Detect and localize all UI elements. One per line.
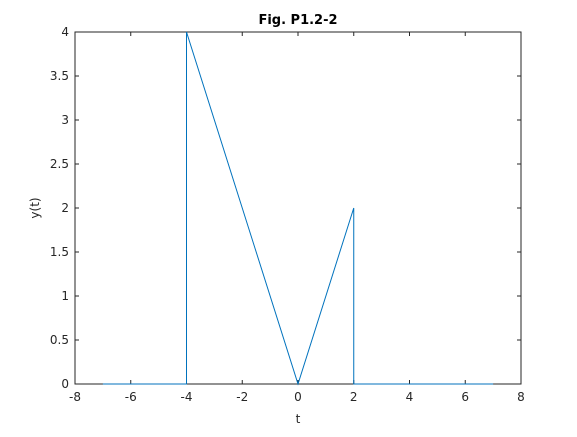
y-tick-label: 2.5 xyxy=(50,157,69,171)
y-tick-label: 3.5 xyxy=(50,69,69,83)
y-tick-label: 1 xyxy=(61,289,69,303)
x-tick-label: 6 xyxy=(461,390,469,404)
x-tick-label: 4 xyxy=(406,390,414,404)
x-tick-label: 0 xyxy=(294,390,302,404)
y-tick-label: 3 xyxy=(61,113,69,127)
y-axis-label: y(t) xyxy=(28,197,42,218)
x-axis-label: t xyxy=(296,412,301,426)
y-tick-label: 0.5 xyxy=(50,333,69,347)
x-tick-label: -4 xyxy=(181,390,193,404)
y-tick-label: 4 xyxy=(61,25,69,39)
x-tick-label: -8 xyxy=(69,390,81,404)
series-line xyxy=(102,31,494,386)
x-tick-label: 8 xyxy=(517,390,525,404)
y-tick-label: 1.5 xyxy=(50,245,69,259)
plot-area xyxy=(74,31,522,385)
y-tick-label: 2 xyxy=(61,201,69,215)
chart-title: Fig. P1.2-2 xyxy=(258,13,337,28)
x-tick-label: 2 xyxy=(350,390,358,404)
series-group xyxy=(102,31,494,386)
x-tick-label: -2 xyxy=(236,390,248,404)
ticks-group: -8 -6 -4 -2 0 2 4 6 8 0 0.5 1 1.5 2 2.5 3 3.5 4 xyxy=(50,25,525,404)
x-tick-label: -6 xyxy=(125,390,137,404)
y-tick-label: 0 xyxy=(61,377,69,391)
